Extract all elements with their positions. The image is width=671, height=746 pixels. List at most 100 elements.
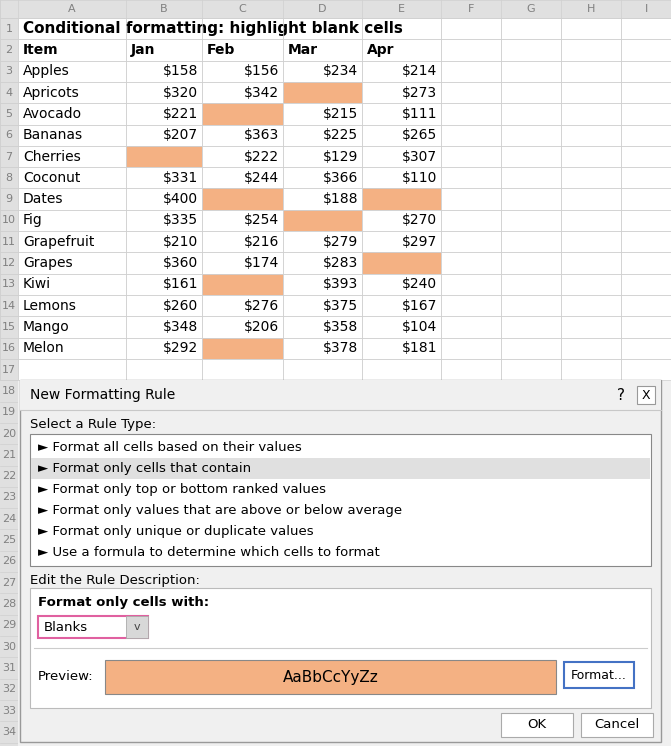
Bar — [202, 338, 283, 359]
Text: Kiwi: Kiwi — [23, 278, 51, 292]
Bar — [0, 210, 18, 231]
Text: Apr: Apr — [367, 43, 395, 57]
Bar — [0, 18, 18, 40]
Bar — [0, 295, 18, 316]
Text: ► Use a formula to determine which cells to format: ► Use a formula to determine which cells… — [38, 546, 380, 560]
Text: $210: $210 — [163, 235, 198, 248]
Bar — [38, 616, 148, 639]
Text: $158: $158 — [162, 64, 198, 78]
Bar — [0, 167, 18, 189]
Text: $260: $260 — [163, 298, 198, 313]
Text: $207: $207 — [163, 128, 198, 142]
Bar — [0, 125, 18, 146]
Text: 1: 1 — [5, 24, 13, 34]
Text: E: E — [398, 4, 405, 14]
Text: $188: $188 — [323, 192, 358, 206]
Text: 8: 8 — [5, 173, 13, 183]
Bar — [0, 231, 18, 252]
Text: $320: $320 — [163, 86, 198, 99]
Text: 5: 5 — [5, 109, 13, 119]
Text: ► Format only unique or duplicate values: ► Format only unique or duplicate values — [38, 525, 313, 539]
Text: $167: $167 — [402, 298, 437, 313]
Text: Apricots: Apricots — [23, 86, 80, 99]
Text: 29: 29 — [2, 621, 16, 630]
Bar — [362, 189, 441, 210]
Bar — [31, 458, 650, 479]
Text: 26: 26 — [2, 557, 16, 566]
Text: 3: 3 — [5, 66, 13, 76]
Bar — [0, 466, 18, 487]
Bar — [0, 380, 18, 401]
Bar — [20, 380, 661, 742]
Text: OK: OK — [527, 718, 547, 732]
Bar — [0, 615, 18, 636]
Text: $360: $360 — [163, 256, 198, 270]
Text: 11: 11 — [2, 236, 16, 247]
Text: $225: $225 — [323, 128, 358, 142]
Text: Fig: Fig — [23, 213, 43, 228]
Text: $181: $181 — [401, 342, 437, 355]
Bar — [0, 508, 18, 530]
Text: Bananas: Bananas — [23, 128, 83, 142]
Text: $276: $276 — [244, 298, 279, 313]
Text: Lemons: Lemons — [23, 298, 77, 313]
Text: 21: 21 — [2, 450, 16, 460]
Text: Preview:: Preview: — [38, 670, 94, 683]
Text: Mango: Mango — [23, 320, 70, 334]
Text: Format only cells with:: Format only cells with: — [38, 596, 209, 609]
Bar — [581, 713, 653, 737]
Text: 13: 13 — [2, 279, 16, 289]
Text: 23: 23 — [2, 492, 16, 503]
Text: 25: 25 — [2, 535, 16, 545]
Text: $244: $244 — [244, 171, 279, 185]
Bar — [501, 713, 573, 737]
Text: Item: Item — [23, 43, 58, 57]
Bar — [0, 679, 18, 700]
Text: $393: $393 — [323, 278, 358, 292]
Text: C: C — [239, 4, 246, 14]
Text: 4: 4 — [5, 87, 13, 98]
Bar — [0, 444, 18, 466]
Text: 31: 31 — [2, 663, 16, 673]
Text: 16: 16 — [2, 343, 16, 354]
Bar — [0, 0, 18, 18]
Text: 19: 19 — [2, 407, 16, 417]
Text: Dates: Dates — [23, 192, 64, 206]
Bar — [0, 338, 18, 359]
Text: $265: $265 — [402, 128, 437, 142]
Bar — [0, 274, 18, 295]
Text: $366: $366 — [323, 171, 358, 185]
Text: 18: 18 — [2, 386, 16, 396]
Text: X: X — [641, 389, 650, 402]
Bar — [0, 316, 18, 338]
Text: 12: 12 — [2, 258, 16, 268]
Text: Grapes: Grapes — [23, 256, 72, 270]
Bar — [0, 60, 18, 82]
Text: $216: $216 — [244, 235, 279, 248]
Text: Melon: Melon — [23, 342, 64, 355]
Text: $335: $335 — [163, 213, 198, 228]
Text: 6: 6 — [5, 131, 13, 140]
Text: $104: $104 — [402, 320, 437, 334]
Bar — [126, 146, 202, 167]
Text: $270: $270 — [402, 213, 437, 228]
Text: Cancel: Cancel — [595, 718, 639, 732]
Bar — [105, 660, 556, 695]
Bar — [0, 103, 18, 125]
Bar — [202, 103, 283, 125]
Bar — [0, 82, 18, 103]
Text: 28: 28 — [2, 599, 16, 609]
Text: $174: $174 — [244, 256, 279, 270]
Text: 7: 7 — [5, 151, 13, 162]
Text: $161: $161 — [162, 278, 198, 292]
Bar — [637, 386, 655, 404]
Text: Grapefruit: Grapefruit — [23, 235, 95, 248]
Bar — [126, 616, 148, 639]
Bar — [0, 189, 18, 210]
Bar — [0, 593, 18, 615]
Text: Mar: Mar — [288, 43, 318, 57]
Bar — [0, 636, 18, 657]
Text: Coconut: Coconut — [23, 171, 81, 185]
Bar — [283, 82, 362, 103]
Text: $348: $348 — [163, 320, 198, 334]
